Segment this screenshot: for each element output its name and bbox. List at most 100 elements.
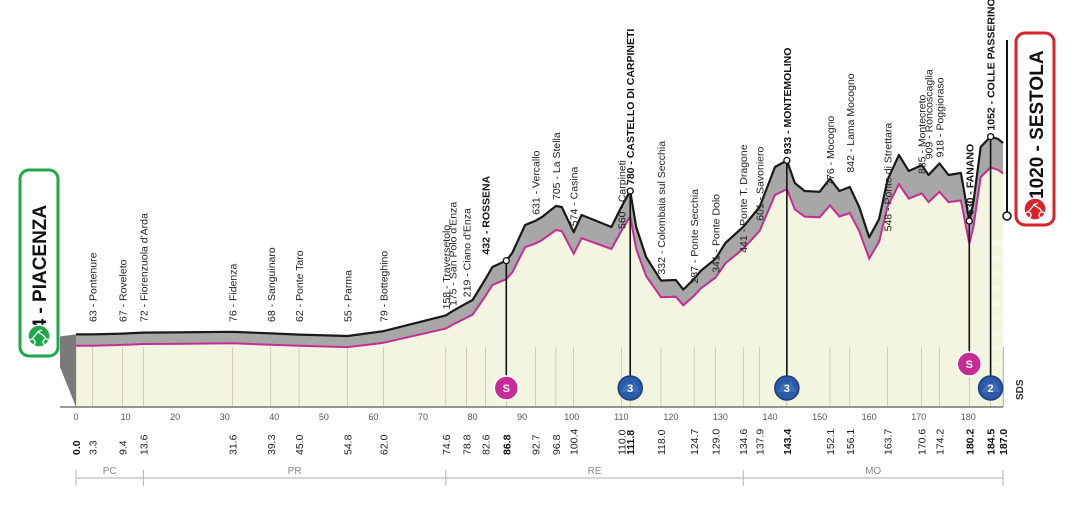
start-wedge <box>60 334 76 407</box>
marker-label: 3 <box>784 383 790 395</box>
cumulative-km-label: 3.3 <box>87 440 99 455</box>
cumulative-km-label: 137.9 <box>755 429 767 455</box>
distance-tick-label: 150 <box>812 412 827 422</box>
altitude-tick-label: 700 <box>991 271 1003 278</box>
cumulative-km-label: 78.8 <box>462 434 474 455</box>
marker-point <box>986 132 995 141</box>
place-label: 548 - Ponte di Strettara <box>883 123 895 232</box>
finish-badge-frame <box>1014 31 1056 227</box>
place-labels: 63 - Pontenure 67 - Roveleto 72 - Fiorenzu… <box>87 0 997 322</box>
cumulative-km-label: 39.3 <box>266 434 278 455</box>
cumulative-km-label: 45.0 <box>294 434 306 455</box>
place-label: 776 - Mocogno <box>825 116 837 186</box>
place-label: 1052 - COLLE PASSERINO <box>986 0 998 131</box>
mountain-glyph <box>777 381 796 392</box>
distance-tick-label: 130 <box>713 412 728 422</box>
start-bike-glyph <box>28 329 50 346</box>
marker-point <box>783 156 791 165</box>
distance-tick-label: 10 <box>121 412 131 422</box>
cumulative-km-label: 100.4 <box>569 429 581 455</box>
distance-tick-label: 100 <box>564 412 579 422</box>
altitude-tick-label: 100 <box>991 361 1003 368</box>
finish-bike-glyph <box>1024 202 1046 219</box>
finish-city-label: 1020 - SESTOLA <box>1027 50 1048 199</box>
place-label: 574 - Casina <box>569 167 581 227</box>
place-label: 441 - Ponte T. Dragone <box>738 144 750 253</box>
marker-label: S <box>966 359 973 371</box>
place-label: 631 - Vercallo <box>531 150 543 214</box>
altitude-axis: 100 200 300 400 500 600 700 800 900 <box>991 241 1003 368</box>
place-label: 909 - Roncoscaglia <box>924 69 936 159</box>
distance-tick-label: 180 <box>961 412 976 422</box>
cumulative-km-label: 82.6 <box>481 434 493 455</box>
cumulative-km-label: 184.5 <box>986 429 998 455</box>
cumulative-km-label: 124.7 <box>689 429 701 455</box>
cumulative-km-label: 62.0 <box>378 434 390 455</box>
place-label: 55 - Parma <box>343 270 355 322</box>
marker-label: S <box>503 383 510 395</box>
cumulative-km-label: 180.2 <box>964 429 976 455</box>
altitude-tick-label: 800 <box>991 256 1003 263</box>
place-label: 560 - Carpineti <box>616 160 628 229</box>
distance-tick-label: 50 <box>319 412 329 422</box>
distance-tick-label: 160 <box>862 412 877 422</box>
cumulative-km-label: 9.4 <box>118 440 130 455</box>
altitude-tick-label: 900 <box>991 241 1003 248</box>
cumulative-km-labels: 0.0 3.3 9.4 13.6 31.6 39.3 45.0 54.8 62.0 74.6 78.… <box>71 429 1010 455</box>
distance-tick-label: 40 <box>269 412 279 422</box>
altitude-tick-label: 600 <box>991 286 1003 293</box>
distance-tick-label: 110 <box>614 412 628 422</box>
finish-cyclist-icon <box>1023 197 1047 221</box>
province-label: PC <box>103 466 117 477</box>
distance-tick-label: 140 <box>762 412 777 422</box>
place-label: 76 - Fidenza <box>228 263 240 322</box>
place-label: 72 - Fiorenzuola d'Arda <box>138 213 150 322</box>
cumulative-km-label: 54.8 <box>343 434 355 455</box>
brand-logo: SDS <box>1015 379 1026 400</box>
distance-tick-label: 80 <box>468 412 478 422</box>
cumulative-km-label: 118.0 <box>656 429 668 455</box>
distance-tick-label: 70 <box>418 412 428 422</box>
marker-point <box>502 256 510 265</box>
place-label: 175 - San Polo d'Enza <box>448 202 460 306</box>
profile-line <box>76 135 1004 338</box>
sprint-marker-icon <box>956 351 983 377</box>
place-label: 62 - Ponte Taro <box>294 250 306 322</box>
marker-point <box>626 187 634 195</box>
place-label: 835 - Montecreto <box>917 94 929 174</box>
cumulative-km-label: 86.8 <box>501 434 513 455</box>
stage-markers: S 3 3 S 2 <box>493 132 1004 401</box>
cumulative-km-label: 129.0 <box>711 429 723 455</box>
start-city-label: 54 - PIACENZA <box>30 205 51 340</box>
distance-tick-label: 90 <box>517 412 527 422</box>
cumulative-km-label: 163.7 <box>883 429 895 455</box>
province-label: PR <box>288 466 302 477</box>
place-label: 68 - Sanguinaro <box>266 247 278 322</box>
cumulative-km-label: 134.6 <box>738 429 750 455</box>
place-label: 630 - FANANO <box>964 144 976 215</box>
cumulative-km-label: 13.6 <box>138 434 150 455</box>
cumulative-km-label: 111.8 <box>625 430 637 455</box>
distance-tick-label: 120 <box>663 412 678 422</box>
place-label: 341 - Ponte Dolo <box>711 194 723 273</box>
cumulative-km-label: 187.0 <box>998 429 1010 455</box>
cumulative-km-label: 156.1 <box>845 429 857 455</box>
place-label: 705 - La Stella <box>551 132 563 200</box>
finish-badge: 1020 - SESTOLA <box>1002 31 1056 227</box>
mountain-glyph <box>621 381 640 392</box>
place-label: 287 - Ponte Secchia <box>689 189 701 284</box>
cumulative-km-label: 110.0 <box>616 429 628 455</box>
distance-tick-label: 30 <box>220 412 230 422</box>
distance-tick-label: 20 <box>170 412 180 422</box>
altitude-tick-label: 400 <box>991 316 1003 323</box>
marker-label: 3 <box>627 383 633 395</box>
elevation-profile <box>60 135 1004 408</box>
place-label: 933 - MONTEMOLINO <box>782 48 794 155</box>
cumulative-km-label: 143.4 <box>782 429 794 455</box>
start-badge-frame <box>18 168 60 358</box>
distance-tick-label: 60 <box>368 412 378 422</box>
province-label: MO <box>865 466 881 477</box>
place-label: 79 - Botteghino <box>378 251 390 322</box>
